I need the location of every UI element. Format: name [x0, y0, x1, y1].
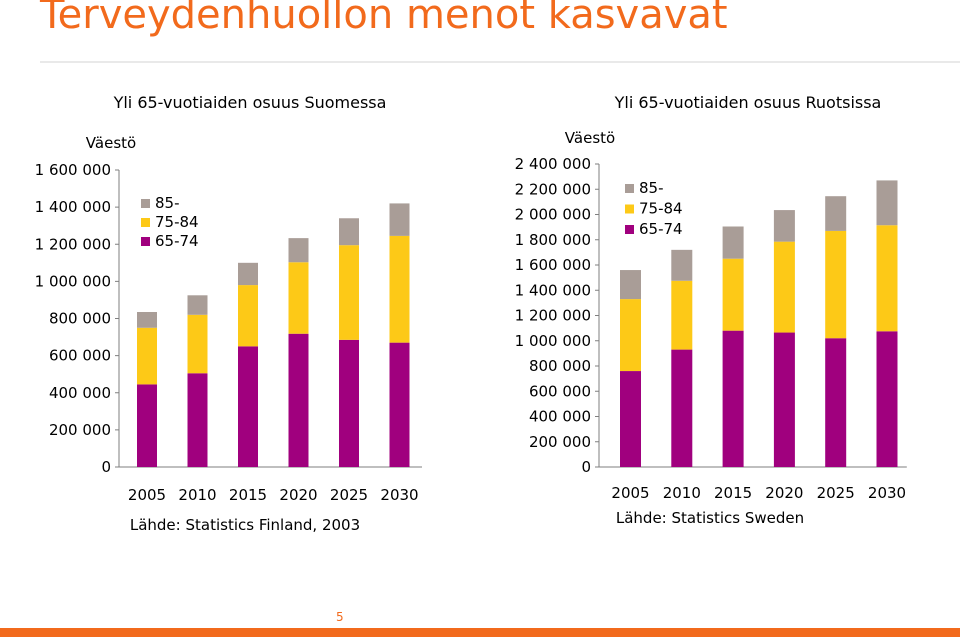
- legend-swatch: [141, 199, 150, 208]
- x-tick-label: 2010: [178, 486, 216, 504]
- y-tick-label: 1 200 000: [515, 307, 591, 325]
- footer-bar: [0, 628, 960, 637]
- x-tick-label: 2015: [229, 486, 267, 504]
- x-tick-label: 2030: [380, 486, 418, 504]
- bar-65-74-2005: [137, 384, 157, 467]
- chart-title: Yli 65-vuotiaiden osuus Ruotsissa: [614, 93, 882, 112]
- x-tick-label: 2020: [765, 484, 803, 502]
- bar-85--2030: [876, 180, 898, 226]
- y-tick-label: 2 200 000: [515, 180, 591, 198]
- bar-85--2010: [671, 249, 693, 281]
- bar-65-74-2015: [238, 346, 258, 467]
- logo-text: Oriola KD: [688, 568, 859, 608]
- bar-75-84-2010: [671, 280, 693, 350]
- bar-75-84-2025: [825, 230, 847, 339]
- y-tick-label: 0: [101, 458, 111, 476]
- bar-65-74-2020: [288, 333, 309, 467]
- legend-swatch: [141, 237, 150, 246]
- bar-65-74-2015: [722, 330, 744, 467]
- y-tick-label: 1 600 000: [35, 161, 111, 179]
- bar-85--2005: [137, 312, 157, 328]
- legend-label: 85-: [639, 179, 664, 197]
- bar-85--2025: [825, 196, 847, 231]
- bar-65-74-2025: [339, 339, 359, 467]
- y-tick-label: 400 000: [49, 384, 111, 402]
- y-axis-label: Väestö: [86, 134, 136, 152]
- bar-75-84-2015: [238, 285, 258, 347]
- bar-75-84-2025: [339, 245, 359, 340]
- bar-75-84-2030: [389, 235, 410, 343]
- source-note: Lähde: Statistics Sweden: [616, 509, 804, 527]
- bar-75-84-2010: [187, 314, 208, 374]
- y-tick-label: 800 000: [529, 357, 591, 375]
- y-tick-label: 0: [581, 458, 591, 476]
- bar-75-84-2005: [620, 299, 641, 372]
- y-tick-label: 1 000 000: [35, 272, 111, 290]
- bar-65-74-2025: [825, 338, 847, 467]
- legend-label: 75-84: [155, 213, 199, 231]
- bar-85--2015: [722, 226, 744, 259]
- bar-85--2030: [389, 203, 410, 236]
- title-divider: [40, 61, 960, 63]
- y-tick-label: 1 400 000: [35, 198, 111, 216]
- legend-label: 65-74: [639, 220, 683, 238]
- chart-title: Yli 65-vuotiaiden osuus Suomessa: [113, 93, 387, 112]
- x-tick-label: 2030: [868, 484, 906, 502]
- legend-label: 85-: [155, 194, 180, 212]
- x-tick-label: 2025: [330, 486, 368, 504]
- bar-85--2025: [339, 218, 359, 246]
- bar-65-74-2030: [876, 331, 898, 467]
- legend-label: 65-74: [155, 232, 199, 250]
- legend-swatch: [625, 204, 634, 214]
- bar-85--2020: [773, 210, 795, 242]
- y-tick-label: 1 800 000: [515, 231, 591, 249]
- y-tick-label: 1 000 000: [515, 332, 591, 350]
- y-axis-label: Väestö: [565, 129, 615, 147]
- bar-75-84-2030: [876, 225, 898, 332]
- y-tick-label: 600 000: [49, 347, 111, 365]
- slide-title: Terveydenhuollon menot kasvavat: [40, 0, 728, 38]
- bar-75-84-2020: [288, 262, 309, 334]
- bar-65-74-2030: [389, 342, 410, 467]
- bar-75-84-2020: [773, 241, 795, 333]
- x-tick-label: 2025: [817, 484, 855, 502]
- y-tick-label: 600 000: [529, 382, 591, 400]
- y-tick-label: 1 200 000: [35, 235, 111, 253]
- bar-85--2010: [187, 295, 208, 315]
- y-tick-label: 400 000: [529, 408, 591, 426]
- source-note: Lähde: Statistics Finland, 2003: [130, 516, 360, 534]
- y-tick-label: 200 000: [49, 421, 111, 439]
- y-tick-label: 2 400 000: [515, 155, 591, 173]
- bar-65-74-2010: [671, 349, 693, 467]
- y-tick-label: 800 000: [49, 310, 111, 328]
- y-tick-label: 1 400 000: [515, 281, 591, 299]
- bar-75-84-2005: [137, 327, 157, 385]
- x-tick-label: 2005: [128, 486, 166, 504]
- y-tick-label: 200 000: [529, 433, 591, 451]
- x-tick-label: 2005: [611, 484, 649, 502]
- x-tick-label: 2015: [714, 484, 752, 502]
- bar-85--2020: [288, 238, 309, 263]
- legend-label: 75-84: [639, 200, 683, 218]
- bar-85--2005: [620, 270, 641, 300]
- bar-75-84-2015: [722, 258, 744, 331]
- y-tick-label: 2 000 000: [515, 206, 591, 224]
- bar-65-74-2020: [773, 332, 795, 467]
- oriola-logo-icon: [644, 572, 686, 610]
- x-tick-label: 2020: [279, 486, 317, 504]
- bar-65-74-2005: [620, 371, 641, 467]
- legend-swatch: [625, 184, 634, 193]
- bar-65-74-2010: [187, 373, 208, 467]
- page-number: 5: [336, 610, 344, 624]
- x-tick-label: 2010: [663, 484, 701, 502]
- legend-swatch: [141, 218, 150, 227]
- y-tick-label: 1 600 000: [515, 256, 591, 274]
- legend-swatch: [625, 225, 634, 234]
- bar-85--2015: [238, 262, 258, 286]
